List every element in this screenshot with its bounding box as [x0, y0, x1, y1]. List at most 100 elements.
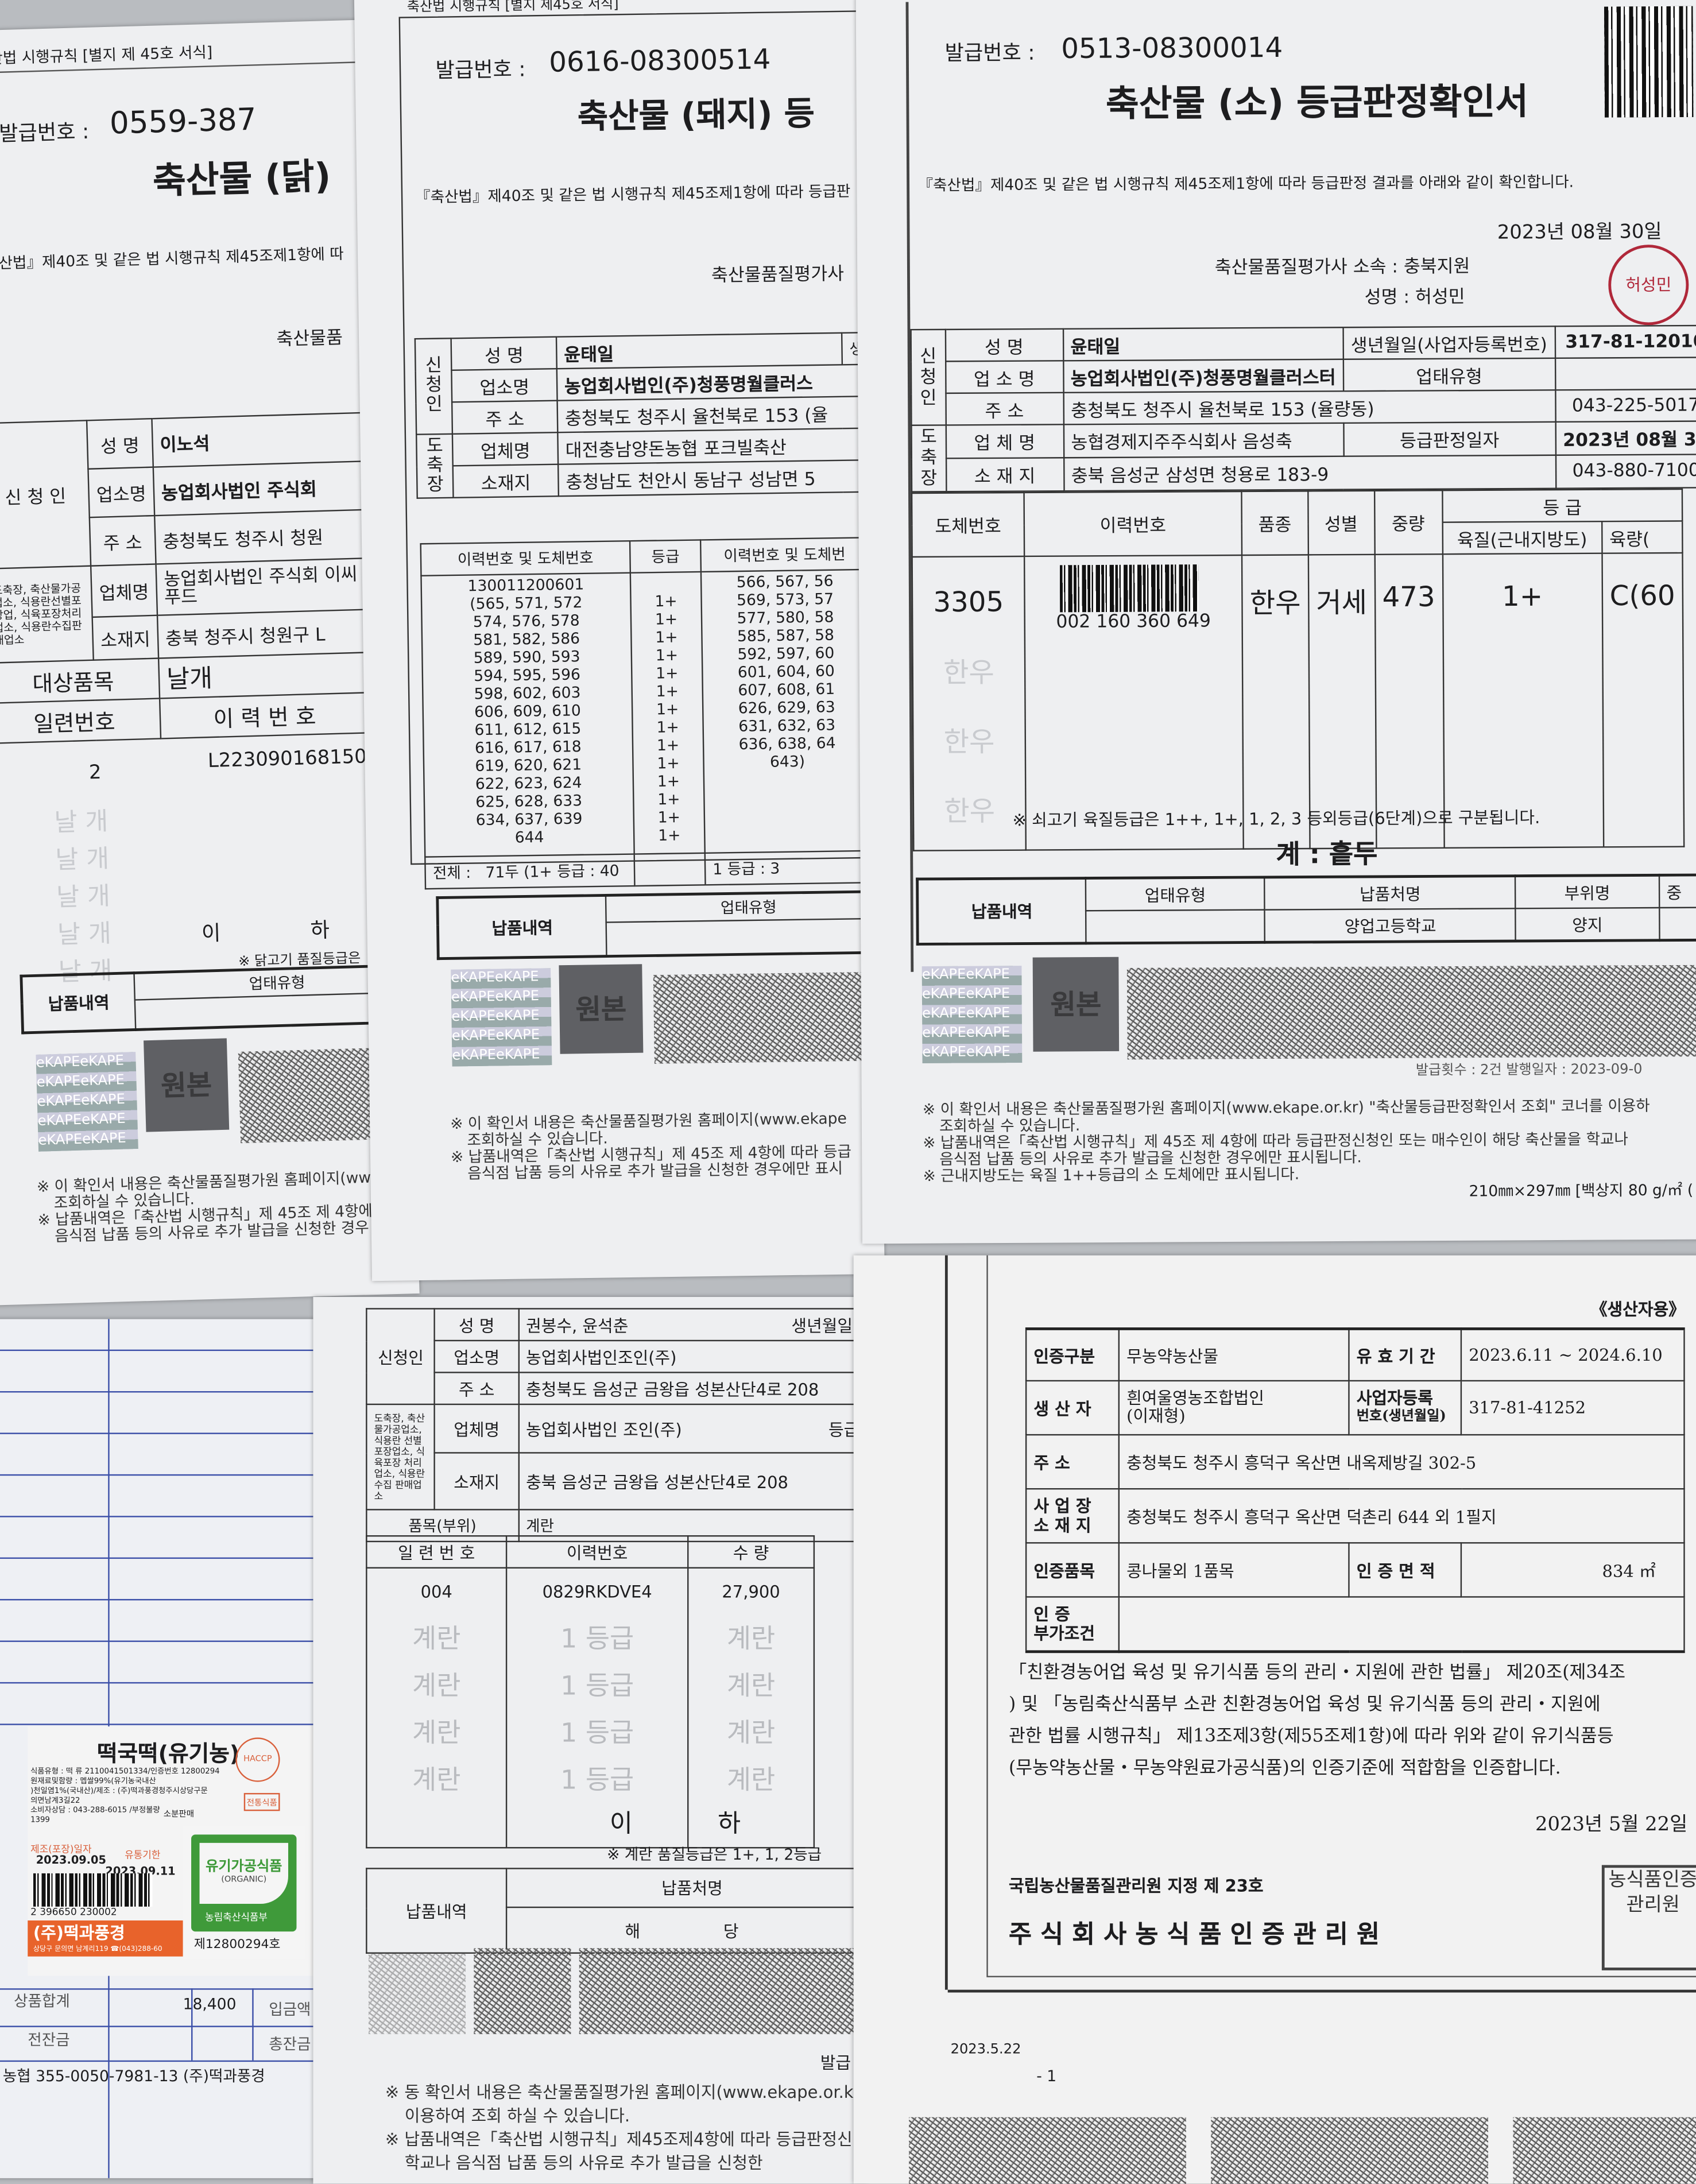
plant-label: 도축장	[911, 425, 946, 492]
list-item: 581, 582, 586	[473, 629, 580, 649]
applicant-table: 신청인 성 명 윤태일 생 업소명 농업회사법인(주)청풍명월클러스 주 소 충청북도 청…	[415, 332, 874, 499]
list-item: 1+	[655, 646, 679, 665]
header-yield: 육량(	[1601, 521, 1683, 553]
list-item: 계란	[412, 1765, 461, 1796]
security-pattern	[1513, 2117, 1696, 2184]
list-item: 626, 629, 63	[738, 698, 835, 718]
list-item: 622, 623, 624	[475, 773, 582, 793]
yield-grade: C(60	[1602, 552, 1685, 847]
footer-notes: ※ 이 확인서 내용은 축산물품질평가원 홈페이지(www 조회하실 수 있습니다…	[36, 1168, 384, 1246]
list-item: 577, 580, 58	[737, 608, 834, 628]
list-item: 589, 590, 593	[473, 648, 580, 667]
list-item: 631, 632, 63	[738, 716, 836, 736]
sex: 거세	[1308, 554, 1376, 849]
ekape-watermark: eKAPEeKAPE eKAPEeKAPE eKAPEeKAPE eKAPEeKAPE…	[921, 966, 1023, 1064]
list-item: 625, 628, 633	[475, 791, 583, 811]
list-item: 계란	[726, 1671, 776, 1702]
egg-record-table: 일 련 번 호 이력번호 수 량 004 계란 계란 계란 계란 0829RKDVE4 1 등급…	[366, 1535, 815, 1849]
list-item: 606, 609, 610	[474, 702, 582, 722]
list-item: 634, 637, 639	[475, 810, 583, 830]
list-item: 1+	[655, 628, 678, 647]
egg-grade-certificate: 신청인 성 명 권봉수, 윤석춘 생년월일( 업소명 농업회사법인조인(주) 주 소 충청…	[313, 1296, 868, 2184]
organic-sub: (ORGANIC)	[221, 1875, 267, 1885]
row-label: 소재지	[434, 1452, 520, 1511]
official-seal: 농식품인증관리원	[1601, 1865, 1696, 1970]
delivery-cell	[1086, 909, 1265, 943]
header-grade: 등 급	[1442, 489, 1683, 522]
business-type: 업태유형	[605, 891, 885, 923]
delivery-part: 양지	[1515, 908, 1659, 942]
product-label-sticker: 떡국떡(유기농) 식품유형 : 떡 류 2110041501334/인증번호 1…	[28, 1726, 313, 1976]
list-item: 계란	[726, 1624, 776, 1655]
delivery-table: 납품내역 업태유형 납품처명 부위명 중 양업고등학교 양지	[916, 873, 1696, 946]
footer-notes: ※ 이 확인서 내용은 축산물품질평가원 홈페이지(www.ekape 조회하실 …	[450, 1109, 852, 1183]
plant-address: 충북 청주시 청원구 L	[157, 609, 368, 659]
barcode	[1059, 564, 1199, 613]
shop-name: 농업회사법인조인(주)	[517, 1339, 868, 1373]
business-type-label: 업태유형	[1343, 358, 1555, 392]
balance-label: 총잔금	[269, 2035, 311, 2054]
original-stamp: 원본	[559, 964, 644, 1054]
trace-number: 0829RKDVE4 1 등급 1 등급 1 등급 1 등급	[505, 1567, 689, 1849]
row-label: 업 소 명	[945, 361, 1063, 393]
total-row: 전체 : 71두 (1+ 등급 : 40	[425, 854, 635, 889]
plant-label: 도축장, 축산물가공업소, 식용란 선별포장업소, 식육포장 처리업소, 식용란…	[366, 1403, 436, 1511]
security-pattern	[579, 1948, 868, 2034]
list-item: 계란	[412, 1671, 461, 1702]
row-label: 성 명	[451, 336, 557, 370]
list-item: 1+	[657, 808, 681, 827]
header-breed: 품종	[1241, 491, 1308, 555]
original-stamp: 원본	[144, 1038, 230, 1132]
applicant-table: 신청인 성 명 권봉수, 윤석춘 생년월일( 업소명 농업회사법인조인(주) 주 소 충청…	[366, 1308, 868, 1543]
quantity: 27,900 계란 계란 계란 계란	[687, 1567, 815, 1849]
biz-number: 317-81-41252	[1460, 1380, 1685, 1436]
header-carcass: 도체번호	[912, 492, 1025, 557]
header: 이력번호 및 도체번호	[420, 541, 630, 576]
security-pattern	[1126, 965, 1696, 1060]
condition-value	[1118, 1596, 1685, 1652]
plant-address: 충북 음성군 금왕읍 성본산단4로 208	[517, 1452, 868, 1511]
row-label: 소재지	[453, 464, 559, 498]
header-sex: 성별	[1307, 490, 1374, 555]
pork-grade-certificate: 축산법 시행규칙 [별지 제45호 서식] 발급번호 : 0616-083005…	[354, 0, 885, 1281]
row-label: 업체명	[91, 564, 157, 617]
row-label: 주 소	[452, 400, 557, 434]
traditional-food-mark: 전통식품	[243, 1792, 280, 1811]
address-label: 주 소	[1025, 1434, 1120, 1490]
watermark-pattern	[368, 1953, 466, 2034]
delivery-header: 업태유형	[1085, 877, 1265, 911]
applicant-label: 신청인	[366, 1308, 436, 1405]
weight: 473	[1374, 554, 1445, 849]
list-item: 611, 612, 615	[474, 719, 582, 739]
shop-name: 농업회사법인 주식회	[153, 461, 364, 516]
qr-code[interactable]	[1604, 6, 1694, 118]
list-item: 1+	[657, 826, 681, 845]
security-pattern	[653, 971, 885, 1064]
grade-note: ※ 쇠고기 육질등급은 1++, 1+, 1, 2, 3 등외등급(6단계)으로…	[1012, 808, 1540, 830]
ekape-watermark: eKAPEeKAPE eKAPEeKAPE eKAPEeKAPE eKAPEeKAPE…	[36, 1052, 138, 1152]
list-item: 1 등급	[560, 1624, 634, 1655]
applicant-table: 신청인 성 명 윤태일 생년월일(사업자등록번호) 317-81-12010 업 소 명…	[910, 325, 1696, 493]
delivery-label: 납품내역	[366, 1868, 508, 1954]
end-mark-1: 이	[609, 1809, 633, 1839]
issue-number: 0559-387	[109, 103, 257, 142]
row-label: 업소명	[434, 1339, 520, 1373]
list-item: 1+	[657, 790, 680, 809]
valid-label: 유 효 기 간	[1348, 1328, 1462, 1382]
header: 이력번호 및 도체번	[700, 537, 869, 572]
cert-date: 2023년 5월 22일	[1535, 1814, 1688, 1836]
frame-line	[986, 1255, 988, 1976]
row-label: 주 소	[945, 392, 1064, 425]
list-item: 1+	[657, 754, 680, 773]
security-pattern	[1211, 2117, 1488, 2184]
organic-certification-mark: 유기가공식품 (ORGANIC) 농림축산식품부 제12800294호	[183, 1826, 305, 1960]
copy-label: 《생산자용》	[1590, 1299, 1686, 1319]
trace-number: L2230901681500	[207, 745, 380, 773]
list-item: 643)	[769, 752, 806, 772]
footer-notes: ※ 이 확인서 내용은 축산물품질평가원 홈페이지(www.ekape.or.k…	[922, 1097, 1650, 1186]
list-item: 566, 567, 56	[736, 572, 834, 592]
issue-label: 발급번호 :	[944, 40, 1035, 66]
header: 일 련 번 호	[366, 1535, 508, 1569]
end-mark: 이 하	[201, 917, 330, 946]
